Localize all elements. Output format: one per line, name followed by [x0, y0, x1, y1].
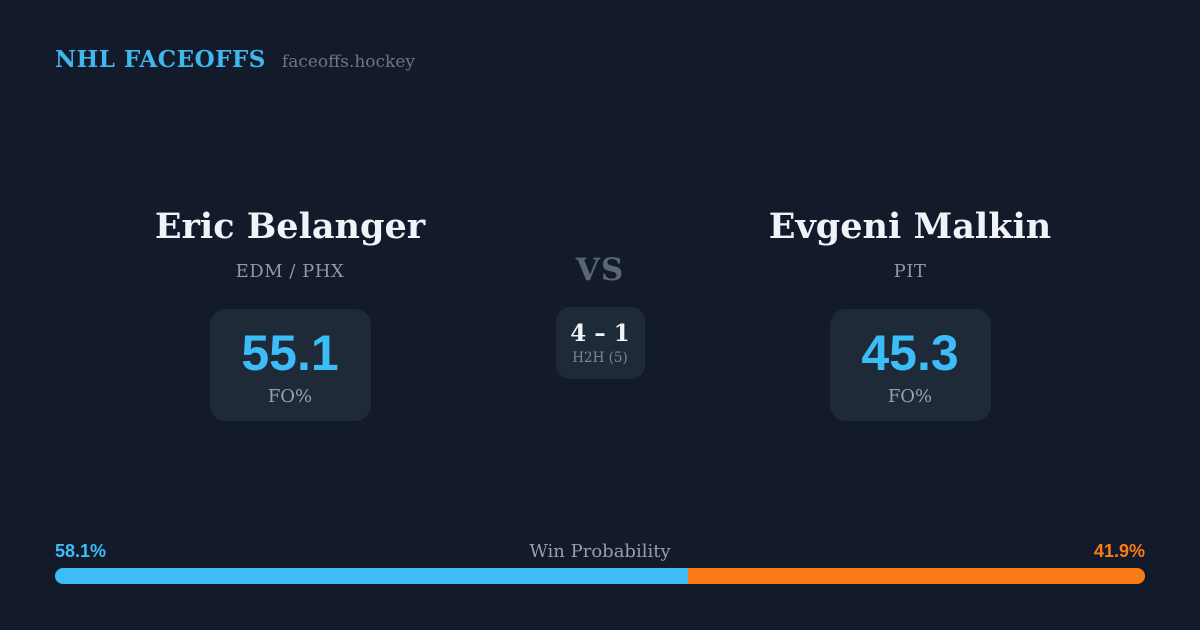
- player-left-name: Eric Belanger: [154, 206, 426, 247]
- h2h-label: H2H (5): [572, 350, 628, 366]
- win-probability-labels: 58.1% Win Probability 41.9%: [55, 541, 1145, 562]
- header: NHL FACEOFFS faceoffs.hockey: [55, 46, 415, 73]
- vs-label: VS: [575, 252, 625, 288]
- player-right-column: Evgeni Malkin PIT 45.3 FO%: [700, 205, 1120, 421]
- brand-title: NHL FACEOFFS: [55, 46, 266, 73]
- win-probability-right-pct: 41.9%: [1093, 541, 1145, 561]
- player-left-stat-label: FO%: [267, 385, 313, 407]
- player-right-stat-label: FO%: [887, 385, 933, 407]
- player-right-stat-card: 45.3 FO%: [829, 309, 991, 421]
- player-left-stat-card: 55.1 FO%: [209, 309, 371, 421]
- win-probability-right-fill: [688, 568, 1145, 584]
- player-right-fo-pct: 45.3: [861, 324, 959, 381]
- player-right-team: PIT: [893, 261, 927, 282]
- player-right-name: Evgeni Malkin: [768, 206, 1052, 247]
- win-probability-bar: [55, 568, 1145, 584]
- versus-column: VS 4 – 1 H2H (5): [490, 250, 710, 379]
- player-left-team: EDM / PHX: [235, 261, 345, 282]
- player-left-fo-pct: 55.1: [241, 324, 339, 381]
- win-probability-title: Win Probability: [529, 541, 671, 562]
- h2h-score: 4 – 1: [570, 320, 630, 347]
- win-probability-left-fill: [55, 568, 689, 584]
- win-probability-left-pct: 58.1%: [55, 541, 107, 561]
- h2h-card: 4 – 1 H2H (5): [555, 307, 645, 379]
- player-left-column: Eric Belanger EDM / PHX 55.1 FO%: [80, 205, 500, 421]
- site-domain: faceoffs.hockey: [281, 52, 416, 72]
